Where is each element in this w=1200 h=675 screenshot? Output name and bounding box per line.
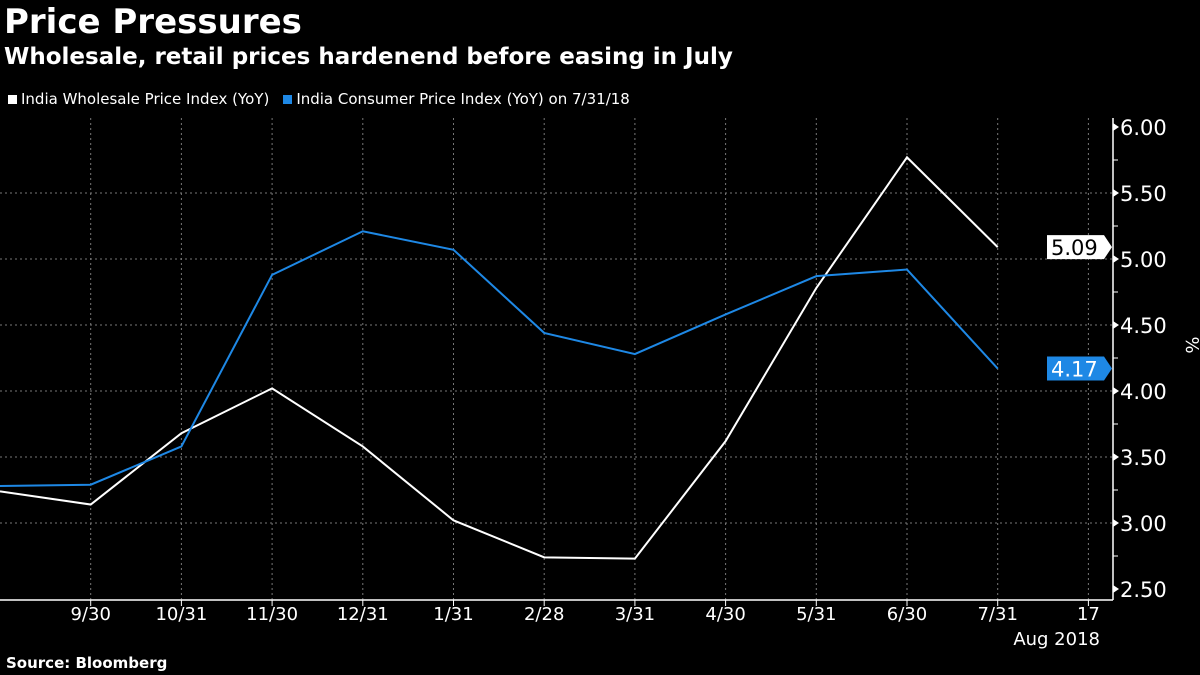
last-value-label: 4.17 — [1051, 358, 1098, 382]
legend-label-wpi: India Wholesale Price Index (YoY) — [21, 90, 270, 108]
x-tick-label: 10/31 — [155, 604, 207, 625]
x-tick-label: 12/31 — [337, 604, 389, 625]
y-tick-label: 3.00 — [1120, 512, 1167, 536]
y-tick-mark — [1113, 519, 1119, 527]
x-tick-label: 7/31 — [977, 604, 1017, 625]
last-value-flag — [1047, 356, 1112, 381]
legend-item-wpi: India Wholesale Price Index (YoY) — [8, 90, 269, 108]
y-tick-label: 6.00 — [1120, 116, 1167, 140]
legend-item-cpi: India Consumer Price Index (YoY) on 7/31… — [283, 90, 630, 108]
source-note: Source: Bloomberg — [6, 654, 168, 672]
x-tick-label: 4/30 — [705, 604, 745, 625]
x-tick-label: 1/31 — [433, 604, 473, 625]
y-tick-label: 4.50 — [1120, 314, 1167, 338]
y-tick-label: 5.00 — [1120, 248, 1167, 272]
y-tick-label: 2.50 — [1120, 578, 1167, 602]
x-tick-label: 2/28 — [524, 604, 564, 625]
y-axis-label: % — [1181, 336, 1200, 353]
x-tick-label: 9/30 — [70, 604, 110, 625]
y-tick-mark — [1113, 387, 1119, 395]
last-value-label: 5.09 — [1051, 236, 1098, 260]
x-tick-label: 3/31 — [615, 604, 655, 625]
y-tick-mark — [1113, 453, 1119, 461]
legend-label-cpi: India Consumer Price Index (YoY) on 7/31… — [296, 90, 630, 108]
y-tick-mark — [1113, 255, 1119, 263]
last-value-flag — [1047, 235, 1112, 260]
series-line-wpi — [0, 155, 999, 560]
y-tick-mark — [1113, 189, 1119, 197]
legend: India Wholesale Price Index (YoY) India … — [8, 90, 630, 108]
chart-title: Price Pressures — [4, 2, 302, 42]
y-tick-label: 4.00 — [1120, 380, 1167, 404]
y-tick-mark — [1113, 321, 1119, 329]
y-tick-mark — [1113, 123, 1119, 131]
y-tick-label: 3.50 — [1120, 446, 1167, 470]
y-tick-label: 5.50 — [1120, 182, 1167, 206]
legend-swatch-wpi — [8, 94, 17, 104]
x-tick-label: 11/30 — [246, 604, 298, 625]
x-tick-label: 6/30 — [887, 604, 927, 625]
y-tick-mark — [1113, 585, 1119, 593]
chart-subtitle: Wholesale, retail prices hardenend befor… — [4, 44, 733, 70]
x-tick-label: 5/31 — [796, 604, 836, 625]
x-tick-label: 17 — [1077, 604, 1100, 625]
legend-swatch-cpi — [283, 94, 293, 104]
x-axis-label: Aug 2018 — [1013, 629, 1100, 650]
series-line-cpi — [0, 230, 999, 488]
